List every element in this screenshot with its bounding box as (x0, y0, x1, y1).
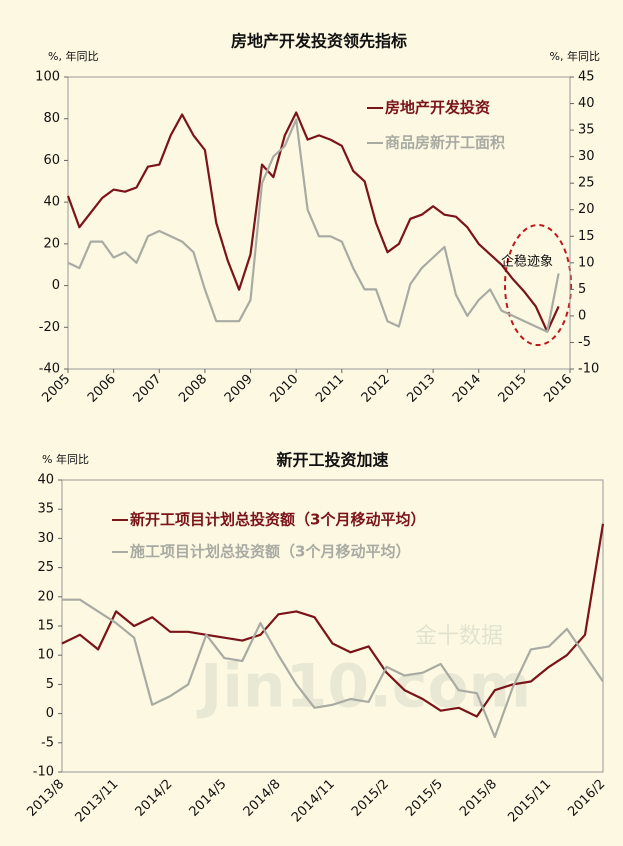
x-tick-label: 2014/8 (241, 777, 284, 820)
y-tick-label: 60 (43, 153, 60, 168)
y-tick-label: 25 (37, 560, 54, 575)
plot-area (67, 76, 571, 370)
chart-title: 房地产开发投资领先指标 (231, 32, 407, 51)
y-axis-label: %, 年同比 (48, 49, 98, 63)
x-tick-label: 2008 (176, 372, 210, 406)
x-tick-label: 2015/11 (505, 777, 554, 826)
x-tick-label: 2015/8 (457, 777, 500, 820)
y-tick-label: 5 (46, 677, 54, 692)
y-tick-label: 0 (52, 278, 60, 293)
x-tick-label: 2014/11 (289, 777, 338, 826)
y2-tick-label: 25 (578, 176, 595, 191)
legend-label: 商品房新开工面积 (385, 134, 505, 152)
y-tick-label: 80 (43, 111, 60, 126)
series-line (62, 598, 604, 739)
series-line (61, 523, 605, 718)
x-tick-label: 2014/2 (133, 777, 176, 820)
highlight-ellipse (504, 224, 572, 346)
legend-label: 房地产开发投资 (385, 99, 490, 117)
x-tick-label: 2013 (404, 372, 438, 406)
x-tick-label: 2015/5 (403, 777, 446, 820)
y-tick-label: 10 (37, 648, 54, 663)
y-tick-label: -10 (33, 765, 54, 780)
y2-tick-label: 5 (578, 282, 586, 297)
y2-tick-label: 45 (578, 70, 595, 85)
x-tick-label: 2005 (39, 372, 73, 406)
x-tick-label: 2010 (267, 372, 301, 406)
x-tick-label: 2007 (131, 372, 165, 406)
annotation: 企稳迹象 (501, 254, 553, 270)
x-tick-label: 2012 (359, 372, 393, 406)
y-tick-label: -40 (39, 362, 60, 377)
y2-tick-label: 35 (578, 123, 595, 138)
y2-tick-label: 30 (578, 149, 595, 164)
x-tick-label: 2015/2 (349, 777, 392, 820)
y-tick-label: 15 (37, 619, 54, 634)
y2-tick-label: 15 (578, 229, 595, 244)
y-tick-label: 40 (37, 473, 54, 488)
y2-tick-label: 20 (578, 202, 595, 217)
y-tick-label: 40 (43, 195, 60, 210)
series-line (66, 111, 560, 333)
y2-tick-label: 0 (578, 308, 586, 323)
chart-title: 新开工投资加速 (276, 451, 388, 470)
y2-tick-label: -5 (578, 335, 591, 350)
watermark: Jin10.com (196, 652, 531, 722)
x-tick-label: 2014 (450, 372, 484, 406)
x-tick-label: 2014/5 (187, 777, 230, 820)
y-tick-label: 20 (43, 236, 60, 251)
y2-tick-label: 10 (578, 255, 595, 270)
y-tick-label: -20 (39, 320, 60, 335)
x-tick-label: 2011 (313, 372, 347, 406)
x-tick-label: 2006 (85, 372, 119, 406)
x-tick-label: 2016/2 (565, 777, 608, 820)
legend-label: 施工项目计划总投资额（3个月移动平均） (130, 543, 410, 561)
y2-tick-label: -10 (578, 362, 599, 377)
y-tick-label: 35 (37, 502, 54, 517)
x-tick-label: 2013/11 (73, 777, 122, 826)
x-tick-label: 2015 (496, 372, 530, 406)
y-tick-label: 100 (35, 70, 60, 85)
y-tick-label: 30 (37, 531, 54, 546)
series-line (67, 118, 560, 333)
x-tick-label: 2009 (222, 372, 256, 406)
watermark: 金十数据 (415, 624, 503, 649)
legend-label: 新开工项目计划总投资额（3个月移动平均） (130, 511, 425, 529)
x-tick-label: 2016 (541, 372, 575, 406)
y-axis-label: % 年同比 (42, 452, 89, 466)
y-tick-label: -5 (41, 735, 54, 750)
x-tick-label: 2013/8 (24, 777, 67, 820)
y2-tick-label: 40 (578, 96, 595, 111)
y-tick-label: 20 (37, 589, 54, 604)
y-tick-label: 0 (46, 706, 54, 721)
y2-axis-label: %, 年同比 (550, 49, 600, 63)
